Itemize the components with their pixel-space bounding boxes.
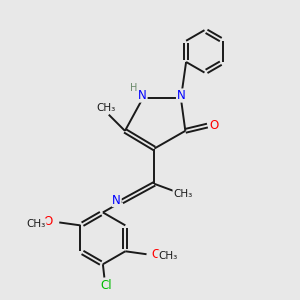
Text: CH₃: CH₃ [97, 103, 116, 113]
Text: CH₃: CH₃ [158, 251, 177, 261]
Text: N: N [138, 89, 147, 102]
Text: O: O [209, 119, 218, 132]
Text: O: O [151, 248, 160, 261]
Text: CH₃: CH₃ [173, 189, 192, 199]
Text: N: N [112, 194, 121, 207]
Text: Cl: Cl [100, 279, 112, 292]
Text: N: N [176, 89, 185, 102]
Text: CH₃: CH₃ [27, 219, 46, 229]
Text: H: H [130, 83, 137, 94]
Text: O: O [44, 215, 53, 228]
